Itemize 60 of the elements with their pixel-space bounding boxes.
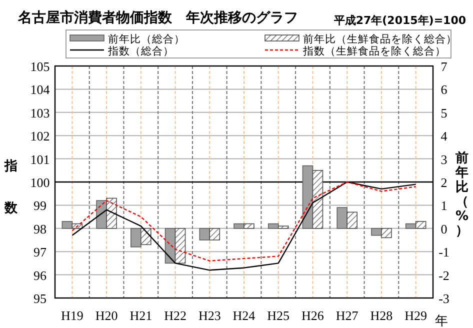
x-tick-label: H19 [60,308,84,323]
x-tick-label: H24 [232,308,256,323]
y2-tick-label: 6 [440,82,448,98]
x-tick-label: H20 [95,308,118,323]
x-tick-label: H26 [302,308,324,323]
bar [106,198,117,229]
bar [234,223,244,229]
y-tick-label: 103 [30,105,50,120]
legend-label: 指数（生鮮食品を除く総合） [302,44,446,58]
bar [140,228,152,246]
text: 指数 [4,159,18,216]
y-tick-label: 96 [34,268,47,283]
y2-tick-label: 1 [440,198,448,214]
x-tick-label: H29 [404,308,428,323]
bar [278,226,289,229]
y2-tick-label: 0 [440,221,448,236]
bar [336,207,348,229]
legend-label: 前年比（生鮮食品を除く総合） [303,32,457,46]
bar [405,223,416,229]
y-tick-label: 95 [34,291,46,306]
legend-label: 指数（総合） [107,44,174,58]
y-tick-label: 104 [30,82,50,98]
y2-tick-label: -1 [438,244,450,260]
y-tick-label: 98 [34,221,46,236]
bar [346,212,358,229]
bar [130,228,142,248]
bar [244,223,254,229]
y2-tick-label: 7 [440,59,448,74]
bar [381,228,392,238]
y-tick-label: 101 [30,152,50,167]
y-tick-label: 105 [30,59,50,74]
y2-axis-title: 前年比（%） [454,151,469,238]
x-tick-label: H22 [164,308,186,323]
x-tick-label: H28 [370,308,393,323]
x-tick-label: H27 [336,308,359,323]
x-tick-label: H25 [267,308,290,323]
chart-title: 名古屋市消費者物価指数 年次推移のグラフ [17,9,298,26]
x-axis-title: 年 [435,314,448,328]
y-tick-label: 97 [34,244,47,260]
y-tick-label: 102 [30,128,50,144]
legend-label: 前年比（総合） [108,32,185,46]
chart-subtitle: 平成27年(2015年)=100 [332,14,466,27]
bar [312,170,324,229]
y2-tick-label: -3 [438,291,450,306]
bar [209,228,220,240]
y2-tick-label: 2 [440,175,448,190]
bar [268,223,279,229]
bar [62,221,73,229]
bar [199,228,210,240]
y-tick-label: 99 [34,198,46,214]
y2-tick-label: 3 [440,152,448,167]
x-tick-label: H21 [130,308,152,323]
y2-tick-label: 5 [440,105,448,120]
bar [174,228,186,264]
y2-tick-label: -2 [438,268,450,283]
y2-tick-label: 4 [440,128,448,144]
bar [371,228,382,236]
y-tick-label: 100 [30,175,50,190]
bar [415,221,426,229]
x-tick-label: H23 [198,308,221,323]
